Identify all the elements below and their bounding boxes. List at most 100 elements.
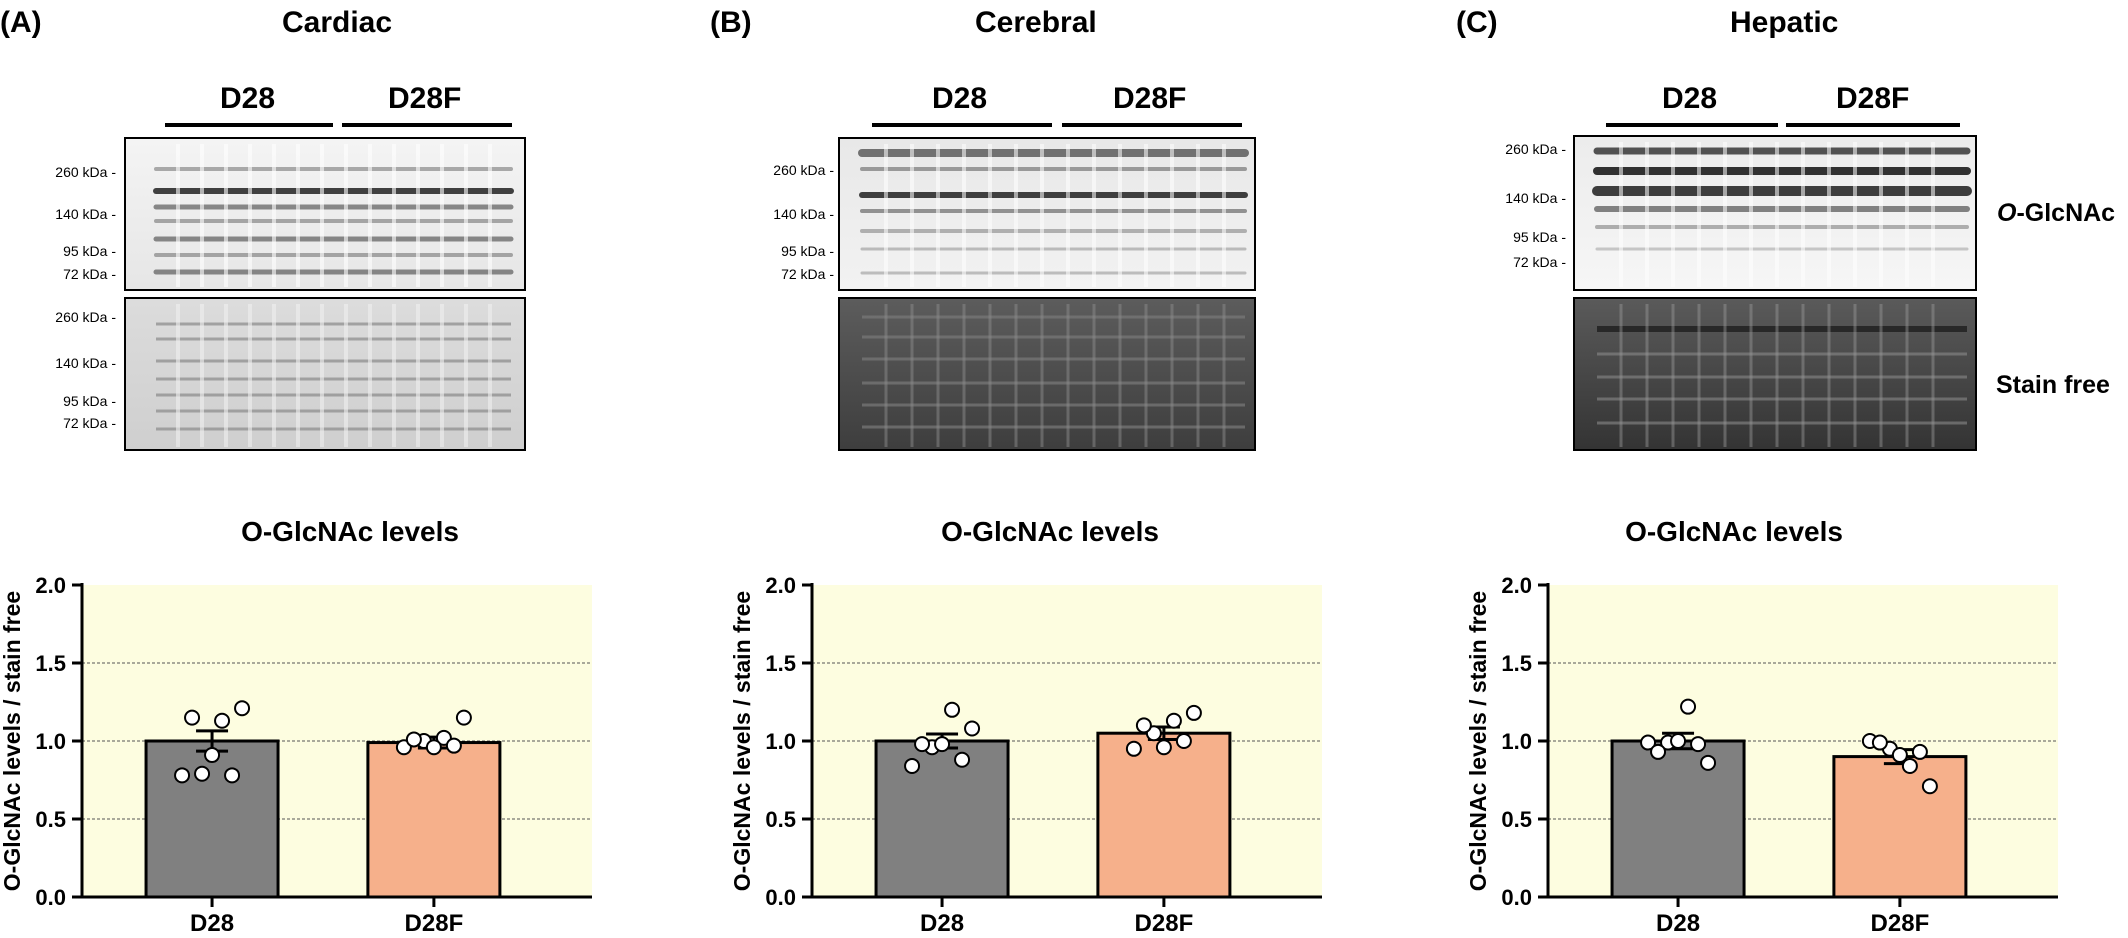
- y-tick-label: 1.0: [35, 729, 66, 754]
- y-tick-label: 0.5: [35, 807, 66, 832]
- x-tick-label: D28F: [1871, 910, 1930, 937]
- y-tick-label: 1.0: [765, 729, 796, 754]
- data-point: [445, 737, 462, 754]
- bar-chart-cerebral: 0.0 0.5 1.0 1.5 2.0 D28 D28F O-GlcNAc levels / …: [729, 573, 1322, 937]
- data-point: [1911, 743, 1928, 760]
- mw-marker: 95 kDa -: [63, 243, 116, 259]
- stain-free-label: Stain free: [1996, 371, 2110, 399]
- data-point: [1650, 743, 1667, 760]
- data-point: [204, 747, 221, 764]
- panel-a: (A) Cardiac D28 D28F: [0, 0, 540, 938]
- data-point: [1670, 733, 1687, 749]
- group-label-d28f: D28F: [1113, 82, 1187, 115]
- mw-marker: 260 kDa -: [773, 162, 834, 178]
- data-point: [1185, 704, 1202, 721]
- group-bracket-d28: [872, 123, 1052, 127]
- stain-free-blot: [838, 297, 1256, 451]
- mw-marker: 95 kDa -: [781, 243, 834, 259]
- stain-free-blot: [124, 297, 526, 451]
- panel-letter: (C): [1456, 6, 1498, 39]
- y-tick-label: 0.0: [35, 885, 66, 910]
- group-label-d28f: D28F: [1836, 82, 1910, 115]
- tissue-title: Hepatic: [1730, 6, 1839, 39]
- data-point: [194, 765, 211, 782]
- y-tick-label: 0.5: [765, 807, 796, 832]
- data-point: [1680, 698, 1697, 715]
- data-point: [425, 739, 442, 756]
- x-tick-label: D28: [920, 910, 964, 937]
- data-point: [1700, 754, 1717, 771]
- bar-chart-cardiac: 0.0 0.5 1.0 1.5 2.0 D28 D28F O-GlcNAc levels / …: [0, 573, 592, 937]
- data-point: [954, 751, 971, 768]
- mw-marker: 140 kDa -: [773, 206, 834, 222]
- mw-marker: 140 kDa -: [55, 206, 116, 222]
- data-point: [1165, 712, 1182, 729]
- data-point: [1155, 739, 1172, 756]
- y-tick-label: 1.0: [1501, 729, 1532, 754]
- y-tick-label: 0.5: [1501, 807, 1532, 832]
- data-point: [214, 712, 231, 729]
- data-point: [1175, 733, 1192, 749]
- mw-marker: 72 kDa -: [63, 266, 116, 282]
- y-axis-label: O-GlcNAc levels / stain free: [729, 591, 755, 891]
- panel-letter: (A): [0, 6, 42, 39]
- data-point: [184, 709, 201, 726]
- bar-d28f: [1096, 731, 1232, 899]
- data-point: [964, 720, 981, 737]
- y-tick-label: 0.0: [765, 885, 796, 910]
- tissue-title: Cerebral: [975, 6, 1097, 39]
- y-tick-label: 2.0: [1501, 573, 1532, 598]
- group-bracket-d28f: [342, 123, 512, 127]
- data-point: [1125, 740, 1142, 757]
- chart-title-a: O-GlcNAc levels: [241, 516, 459, 547]
- tissue-title: Cardiac: [282, 6, 393, 39]
- group-bracket-d28f: [1062, 123, 1242, 127]
- data-point: [455, 709, 472, 726]
- mw-marker: 72 kDa -: [781, 266, 834, 282]
- stain-free-blot: [1573, 297, 1977, 451]
- y-tick-label: 1.5: [35, 651, 66, 676]
- stain-free-lanes: [1597, 304, 1967, 447]
- bar-d28f: [366, 741, 502, 899]
- group-bracket-d28: [165, 123, 333, 127]
- panel-b: (B) Cerebral D28 D28F: [710, 0, 1270, 938]
- data-point: [1901, 757, 1918, 774]
- bar-d28f: [1832, 755, 1968, 899]
- mw-marker: 260 kDa -: [1505, 141, 1566, 157]
- data-point: [914, 736, 931, 753]
- y-axis-label: O-GlcNAc levels / stain free: [0, 591, 25, 891]
- x-tick-label: D28: [1656, 910, 1700, 937]
- mw-marker: 260 kDa -: [55, 309, 116, 325]
- data-point: [1871, 734, 1888, 751]
- y-tick-label: 1.5: [1501, 651, 1532, 676]
- y-axis-label: O-GlcNAc levels / stain free: [1465, 591, 1491, 891]
- western-blot-o-glcnac: [1573, 135, 1977, 291]
- data-point: [1640, 734, 1657, 751]
- glcnac-text: -GlcNAc: [2016, 199, 2116, 227]
- blot-bands: [1592, 142, 1972, 287]
- bar-chart-hepatic: 0.0 0.5 1.0 1.5 2.0 D28 D28F O-GlcNAc levels / …: [1465, 573, 2058, 937]
- chart-title-c: O-GlcNAc levels: [1625, 516, 1843, 547]
- y-tick-label: 0.0: [1501, 885, 1532, 910]
- mw-marker: 95 kDa -: [63, 393, 116, 409]
- data-point: [1921, 778, 1938, 795]
- mw-marker: 95 kDa -: [1513, 229, 1566, 245]
- western-blot-o-glcnac: [838, 137, 1256, 291]
- data-point: [904, 757, 921, 774]
- data-point: [234, 700, 251, 717]
- stain-free-lanes: [156, 304, 511, 447]
- mw-marker: 72 kDa -: [63, 415, 116, 431]
- y-tick-label: 1.5: [765, 651, 796, 676]
- blot-bands: [858, 144, 1249, 287]
- western-blot-o-glcnac: [124, 137, 526, 291]
- data-point: [1891, 747, 1908, 764]
- group-bracket-d28: [1606, 123, 1778, 127]
- data-point: [1690, 736, 1707, 753]
- x-tick-label: D28F: [1135, 910, 1194, 937]
- data-point: [934, 736, 951, 753]
- panel-c: (C) Hepatic D28 D28F: [1456, 0, 2128, 938]
- bar-d28: [1610, 739, 1746, 899]
- data-point: [174, 767, 191, 784]
- mw-marker: 260 kDa -: [55, 164, 116, 180]
- x-tick-label: D28F: [405, 910, 464, 937]
